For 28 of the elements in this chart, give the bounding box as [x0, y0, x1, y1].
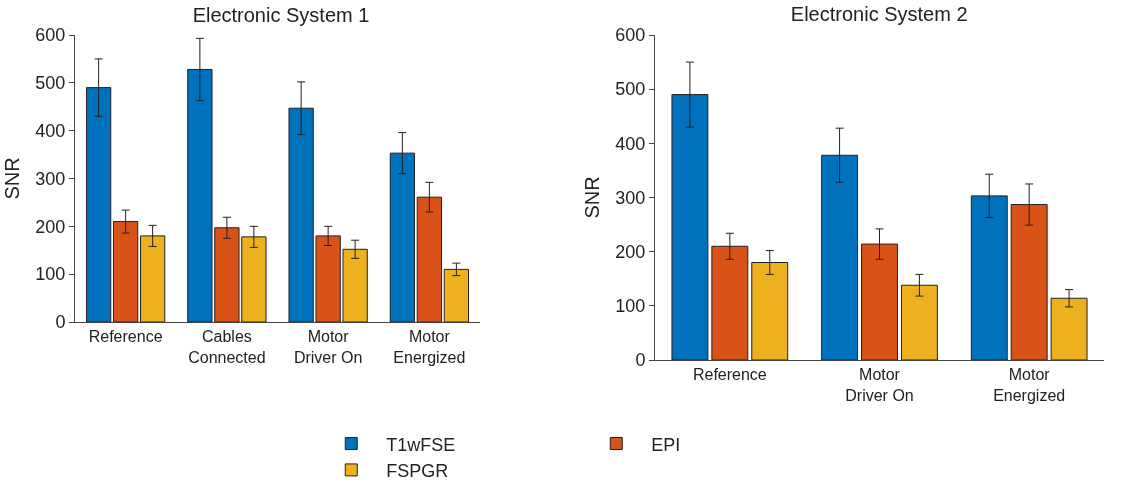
y-tick-label: 200 [615, 241, 646, 262]
x-tick-label: Reference [692, 366, 767, 384]
x-tick-label: Cables Connected [188, 328, 266, 366]
legend-label: T1wFSE [386, 434, 456, 455]
x-tick-label: Motor Energized [993, 366, 1066, 404]
y-tick-label: 400 [35, 120, 66, 141]
y-axis-title: SNR [580, 176, 603, 219]
x-tick-label: Motor Driver On [845, 366, 914, 404]
y-tick-label: 0 [635, 350, 646, 371]
y-tick-label: 600 [615, 25, 646, 46]
y-tick-label: 600 [35, 25, 66, 46]
y-tick-label: 200 [35, 216, 66, 237]
y-tick-label: 500 [615, 79, 646, 100]
y-tick-label: 300 [615, 187, 646, 208]
x-tick-label: Motor Energized [393, 328, 466, 366]
y-tick-label: 0 [55, 312, 66, 333]
y-axis-title: SNR [0, 157, 23, 200]
legend-label: FSPGR [386, 460, 449, 481]
y-tick-label: 400 [615, 133, 646, 154]
y-tick-label: 300 [35, 168, 66, 189]
chart-title: Electronic System 2 [790, 2, 968, 25]
y-tick-label: 100 [615, 296, 646, 317]
chart-title: Electronic System 1 [192, 3, 370, 26]
y-tick-label: 100 [35, 264, 66, 285]
legend-label: EPI [651, 434, 681, 455]
y-tick-label: 500 [35, 73, 66, 94]
x-tick-label: Motor Driver On [293, 328, 363, 366]
x-tick-label: Reference [88, 328, 163, 346]
